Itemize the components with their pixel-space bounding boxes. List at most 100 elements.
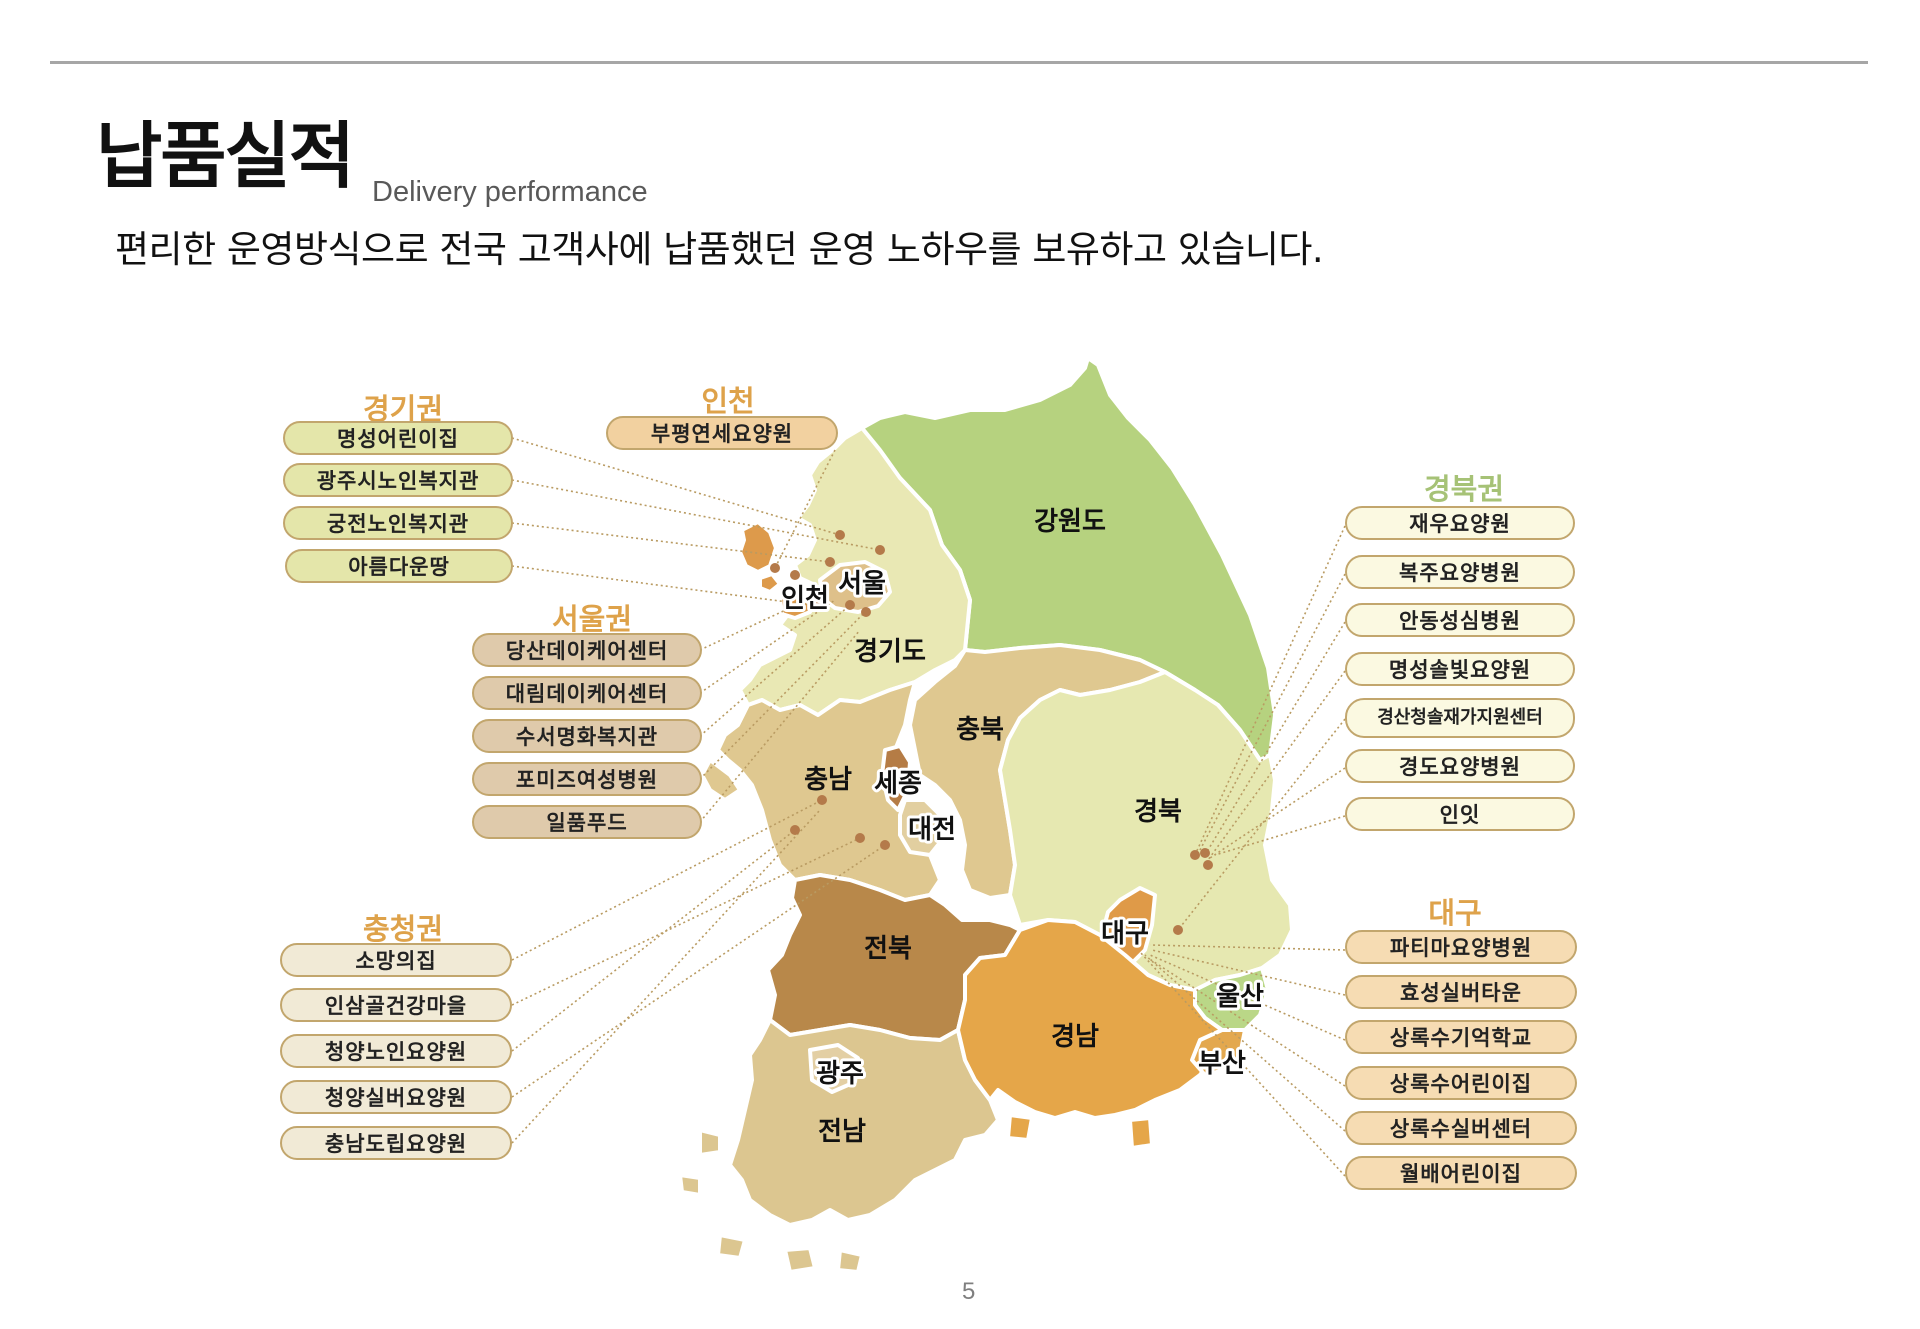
leader-line — [699, 599, 836, 694]
leader-line — [1194, 525, 1346, 856]
region-gwangju — [808, 1043, 860, 1094]
region-label-gyeongbuk: 경북 — [1134, 797, 1182, 827]
client-pill: 당산데이케어센터 — [472, 633, 702, 667]
leader-line — [1209, 767, 1346, 859]
location-dot — [1203, 860, 1213, 870]
lead-text: 편리한 운영방식으로 전국 고객사에 납품했던 운영 노하우를 보유하고 있습니… — [115, 228, 1324, 271]
region-label-chungbuk: 충북 — [956, 715, 1004, 745]
location-dot — [770, 563, 780, 573]
client-pill: 효성실버타운 — [1345, 975, 1577, 1009]
client-pill: 청양노인요양원 — [280, 1034, 512, 1068]
page-subtitle-english: Delivery performance — [372, 176, 648, 208]
region-label-jeonbuk: 전북 — [864, 934, 912, 964]
client-pill: 명성솔빛요양원 — [1345, 652, 1575, 686]
location-dot — [845, 600, 855, 610]
top-divider — [50, 61, 1868, 64]
client-pill: 월배어린이집 — [1345, 1156, 1577, 1190]
leader-line — [1149, 954, 1346, 1041]
client-pill: 대림데이케어센터 — [472, 676, 702, 710]
client-pill: 경도요양병원 — [1345, 749, 1575, 783]
region-label-chungnam: 충남 — [804, 765, 852, 795]
page-number: 5 — [962, 1278, 976, 1305]
location-dot — [1190, 850, 1200, 860]
region-label-gangwon: 강원도 — [1034, 507, 1106, 537]
client-pill: 충남도립요양원 — [280, 1126, 512, 1160]
region-daejeon — [898, 798, 944, 857]
client-pill: 재우요양원 — [1345, 506, 1575, 540]
region-label-jeonnam: 전남 — [818, 1117, 866, 1147]
client-pill: 궁전노인복지관 — [283, 506, 513, 540]
leader-line — [511, 522, 831, 563]
region-seoul — [818, 560, 892, 614]
client-pill: 인삼골건강마을 — [280, 988, 512, 1022]
location-dot — [880, 840, 890, 850]
group-title-seoul: 서울권 — [551, 602, 633, 636]
location-dot — [855, 833, 865, 843]
location-dot — [1200, 848, 1210, 858]
group-title-chungcheong: 충청권 — [362, 912, 444, 946]
client-pill: 상록수어린이집 — [1345, 1066, 1577, 1100]
location-dot — [875, 545, 885, 555]
location-dot — [835, 530, 845, 540]
region-gyeongnam — [956, 918, 1224, 1150]
region-busan — [1190, 1028, 1247, 1077]
leader-line — [511, 837, 861, 1006]
leader-line — [1204, 621, 1346, 856]
leader-line — [1139, 951, 1346, 1177]
client-pill: 복주요양병원 — [1345, 555, 1575, 589]
location-dot — [813, 601, 823, 611]
region-label-gyeongnam: 경남 — [1051, 1022, 1099, 1052]
client-pill: 부평연세요양원 — [606, 416, 838, 450]
location-dot — [1173, 925, 1183, 935]
client-pill: 명성어린이집 — [283, 421, 513, 455]
client-pill: 수서명화복지관 — [472, 719, 702, 753]
leader-line — [1151, 949, 1346, 996]
leader-line — [699, 629, 861, 823]
leader-line — [1147, 957, 1346, 1087]
region-label-daejeon: 대전 — [908, 815, 956, 845]
location-dot — [817, 795, 827, 805]
location-dot — [825, 557, 835, 567]
leader-line — [699, 604, 851, 737]
leader-line — [774, 449, 836, 569]
group-title-gyeonggi: 경기권 — [362, 392, 444, 426]
region-label-gwangju: 광주 — [816, 1059, 864, 1089]
region-incheon — [738, 520, 814, 620]
client-pill: 광주시노인복지관 — [283, 463, 513, 497]
leader-line — [1207, 670, 1346, 861]
location-dot — [790, 825, 800, 835]
region-label-ulsan: 울산 — [1216, 982, 1264, 1012]
client-pill: 일품푸드 — [472, 805, 702, 839]
leader-line — [511, 437, 841, 536]
group-title-daegu: 대구 — [1428, 896, 1482, 930]
client-pill: 아름다운땅 — [285, 549, 513, 583]
page-title: 납품실적 — [96, 114, 355, 198]
client-pill: 경산청솔재가지원센터 — [1345, 698, 1575, 738]
leader-line — [1199, 573, 1346, 851]
group-title-gyeongbuk: 경북권 — [1423, 472, 1505, 506]
client-pill: 파티마요양병원 — [1345, 930, 1577, 964]
region-label-daegu: 대구 — [1101, 919, 1149, 949]
client-pill: 안동성심병원 — [1345, 603, 1575, 637]
client-pill: 포미즈여성병원 — [472, 762, 702, 796]
client-pill: 인잇 — [1345, 797, 1575, 831]
location-dot — [790, 570, 800, 580]
region-label-seoul: 서울 — [838, 569, 886, 599]
client-pill: 청양실버요양원 — [280, 1080, 512, 1114]
leader-line — [511, 809, 821, 1144]
group-title-incheon: 인천 — [701, 384, 755, 418]
region-label-sejong: 세종 — [874, 769, 922, 799]
region-label-gyeonggi: 경기도 — [854, 637, 926, 667]
leader-line — [511, 565, 819, 607]
client-pill: 상록수기억학교 — [1345, 1020, 1577, 1054]
region-label-incheon: 인천 — [781, 584, 829, 614]
region-label-busan: 부산 — [1198, 1049, 1246, 1079]
leader-line — [699, 611, 866, 780]
client-pill: 소망의집 — [280, 943, 512, 977]
leader-line — [511, 799, 823, 961]
leader-line — [511, 829, 796, 1052]
region-jeonnam — [678, 1018, 1000, 1274]
leader-line — [511, 844, 886, 1098]
client-pill: 상록수실버센터 — [1345, 1111, 1577, 1145]
